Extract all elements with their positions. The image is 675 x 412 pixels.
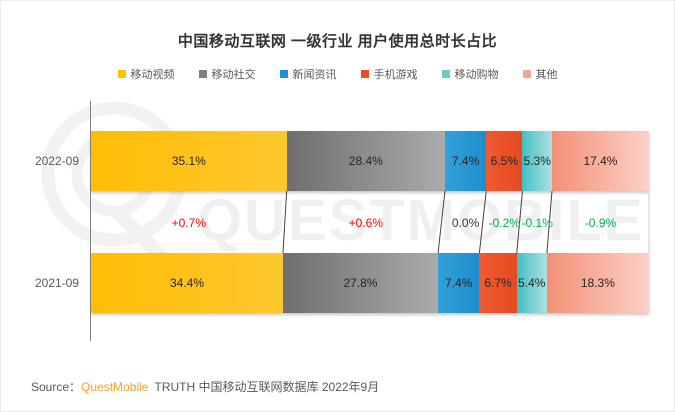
segment-value-label: 5.3% bbox=[523, 154, 551, 168]
segment-value-label: 6.7% bbox=[484, 276, 512, 290]
legend-item-2: 移动社交 bbox=[198, 66, 256, 82]
chart-title: 中国移动互联网 一级行业 用户使用总时长占比 bbox=[177, 33, 498, 50]
legend-label: 其他 bbox=[535, 69, 558, 81]
stacked-bar-2022-09: 35.1% 28.4% 7.4% 6.5% 5.3% 17.4% bbox=[91, 131, 649, 191]
legend-swatch-icon bbox=[360, 70, 369, 78]
stacked-bar-2021-09: 34.4% 27.8% 7.4% 6.7% 5.4% 18.3% bbox=[91, 253, 649, 313]
legend: 移动视频 移动社交 新闻资讯 手机游戏 移动购物 其他 bbox=[1, 66, 674, 82]
bar-segment-2022-09-移动购物: 5.3% bbox=[522, 131, 552, 191]
legend-label: 手机游戏 bbox=[373, 69, 418, 81]
source-line: Source：QuestMobile TRUTH 中国移动互联网数据库 2022… bbox=[31, 378, 379, 395]
segment-value-label: 5.4% bbox=[518, 276, 546, 290]
legend-item-3: 新闻资讯 bbox=[279, 66, 337, 82]
segment-value-label: 7.4% bbox=[445, 276, 473, 290]
delta-label-新闻资讯: 0.0% bbox=[451, 216, 480, 230]
legend-label: 新闻资讯 bbox=[292, 69, 337, 81]
bar-segment-2021-09-手机游戏: 6.7% bbox=[479, 253, 517, 313]
delta-label-其他: -0.9% bbox=[584, 216, 617, 230]
bar-segment-2021-09-移动视频: 34.4% bbox=[91, 253, 283, 313]
bar-segment-2022-09-移动社交: 28.4% bbox=[286, 131, 445, 191]
segment-value-label: 28.4% bbox=[348, 154, 383, 168]
bar-segment-2021-09-其他: 18.3% bbox=[546, 253, 649, 313]
legend-swatch-icon bbox=[522, 70, 531, 78]
legend-swatch-icon bbox=[441, 70, 450, 78]
legend-label: 移动视频 bbox=[130, 69, 175, 81]
axis-label-2022-09: 2022-09 bbox=[34, 154, 79, 168]
segment-value-label: 27.8% bbox=[343, 276, 378, 290]
y-axis-line bbox=[90, 101, 91, 341]
segment-value-label: 6.5% bbox=[490, 154, 518, 168]
delta-label-手机游戏: -0.2% bbox=[488, 216, 520, 230]
legend-item-6: 其他 bbox=[522, 66, 558, 82]
segment-value-label: 35.1% bbox=[171, 154, 206, 168]
delta-label-移动社交: +0.6% bbox=[348, 216, 383, 230]
bar-segment-2022-09-新闻资讯: 7.4% bbox=[444, 131, 487, 191]
axis-label-2021-09: 2021-09 bbox=[34, 276, 79, 290]
bar-segment-2021-09-移动购物: 5.4% bbox=[516, 253, 547, 313]
segment-value-label: 17.4% bbox=[583, 154, 618, 168]
legend-swatch-icon bbox=[198, 70, 207, 78]
source-prefix: Source： bbox=[31, 380, 82, 394]
legend-item-4: 手机游戏 bbox=[360, 66, 418, 82]
questmobile-text-watermark: QUESTMOBILE bbox=[197, 188, 645, 253]
bar-segment-2022-09-移动视频: 35.1% bbox=[91, 131, 287, 191]
legend-label: 移动购物 bbox=[454, 69, 499, 81]
delta-label-移动视频: +0.7% bbox=[171, 216, 206, 230]
delta-label-移动购物: -0.1% bbox=[521, 216, 553, 230]
legend-swatch-icon bbox=[117, 70, 126, 78]
segment-value-label: 18.3% bbox=[580, 276, 615, 290]
legend-item-1: 移动视频 bbox=[117, 66, 175, 82]
legend-item-5: 移动购物 bbox=[441, 66, 499, 82]
legend-label: 移动社交 bbox=[211, 69, 256, 81]
legend-swatch-icon bbox=[279, 70, 288, 78]
source-brand: QuestMobile bbox=[81, 380, 149, 394]
segment-value-label: 34.4% bbox=[169, 276, 204, 290]
bar-segment-2021-09-移动社交: 27.8% bbox=[282, 253, 439, 313]
segment-value-label: 7.4% bbox=[451, 154, 480, 168]
source-suffix: TRUTH 中国移动互联网数据库 2022年9月 bbox=[151, 380, 380, 394]
bar-segment-2021-09-新闻资讯: 7.4% bbox=[438, 253, 480, 313]
bar-segment-2022-09-其他: 17.4% bbox=[551, 131, 649, 191]
bar-segment-2022-09-手机游戏: 6.5% bbox=[486, 131, 523, 191]
